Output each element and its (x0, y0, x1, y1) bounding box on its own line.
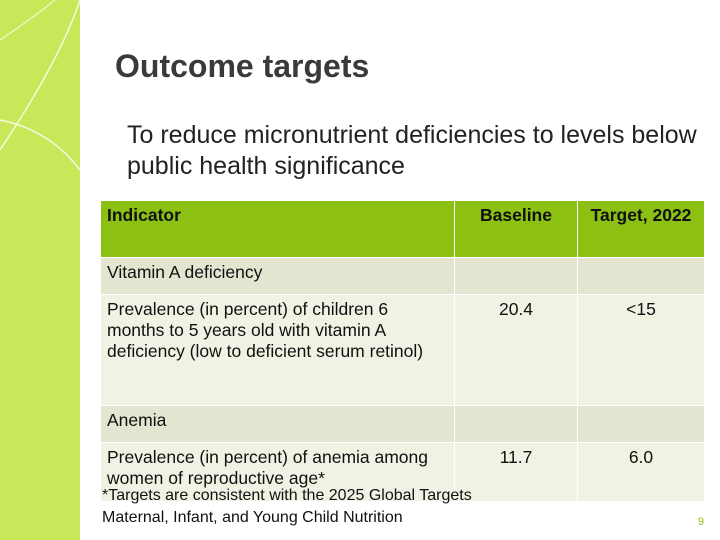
section-label: Vitamin A deficiency (100, 257, 455, 295)
target-cell: <15 (577, 294, 705, 406)
section-empty-cell (454, 405, 578, 443)
outcome-targets-table: Indicator Baseline Target, 2022 Vitamin … (100, 200, 705, 502)
table-header-row: Indicator Baseline Target, 2022 (100, 200, 705, 258)
header-baseline: Baseline (454, 200, 578, 258)
section-empty-cell (577, 405, 705, 443)
table-row: Prevalence (in percent) of children 6 mo… (100, 294, 705, 406)
section-label: Anemia (100, 405, 455, 443)
section-empty-cell (454, 257, 578, 295)
header-target: Target, 2022 (577, 200, 705, 258)
section-empty-cell (577, 257, 705, 295)
slide-subtitle: To reduce micronutrient deficiencies to … (127, 121, 697, 180)
section-row-anemia: Anemia (100, 405, 705, 443)
indicator-cell: Prevalence (in percent) of anemia among … (100, 442, 455, 502)
decorative-side-band (0, 0, 80, 540)
decorative-curves (0, 0, 80, 171)
target-cell: 6.0 (577, 442, 705, 502)
section-row-vitamin-a: Vitamin A deficiency (100, 257, 705, 295)
table-footnote: *Targets are consistent with the 2025 Gl… (102, 487, 472, 526)
indicator-cell: Prevalence (in percent) of children 6 mo… (100, 294, 455, 406)
slide-title: Outcome targets (115, 48, 370, 84)
header-indicator: Indicator (100, 200, 455, 258)
page-number: 9 (697, 516, 704, 528)
baseline-cell: 11.7 (454, 442, 578, 502)
table-row: Prevalence (in percent) of anemia among … (100, 442, 705, 502)
baseline-cell: 20.4 (454, 294, 578, 406)
